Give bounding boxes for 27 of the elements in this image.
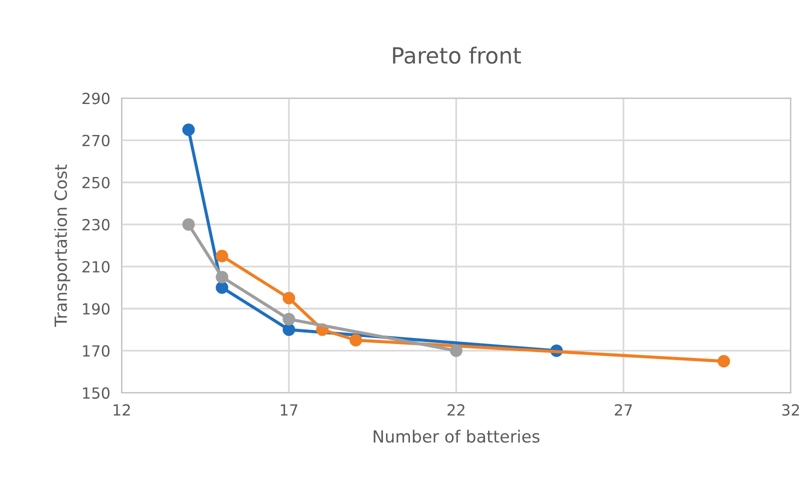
x-tick-label: 32: [782, 404, 799, 416]
y-tick-label: 290: [82, 92, 110, 104]
y-tick-label: 270: [82, 134, 110, 146]
x-tick-label: 22: [448, 404, 464, 416]
x-tick-label: 17: [280, 404, 298, 416]
point: [182, 124, 195, 136]
point: [450, 344, 462, 357]
point: [718, 354, 730, 368]
x-axis-title: Number of batteries: [374, 430, 540, 443]
y-tick-label: 190: [83, 303, 110, 315]
x-tick-label: 12: [114, 404, 130, 416]
chart-title: Pareto front: [393, 46, 521, 64]
point: [182, 218, 195, 231]
y-tick-label: 250: [82, 176, 110, 188]
y-tick-label: 170: [83, 345, 110, 357]
point: [216, 270, 228, 284]
y-tick-label: 210: [82, 261, 110, 273]
x-tick-label: 27: [614, 404, 632, 416]
y-axis-title: Transportation Cost: [54, 164, 70, 327]
point: [282, 292, 296, 304]
point: [216, 281, 228, 294]
y-tick-label: 230: [82, 218, 110, 230]
point: [282, 312, 296, 326]
point: [216, 250, 228, 262]
y-tick-label: 150: [83, 387, 110, 399]
point: [350, 334, 362, 346]
point: [282, 323, 296, 336]
